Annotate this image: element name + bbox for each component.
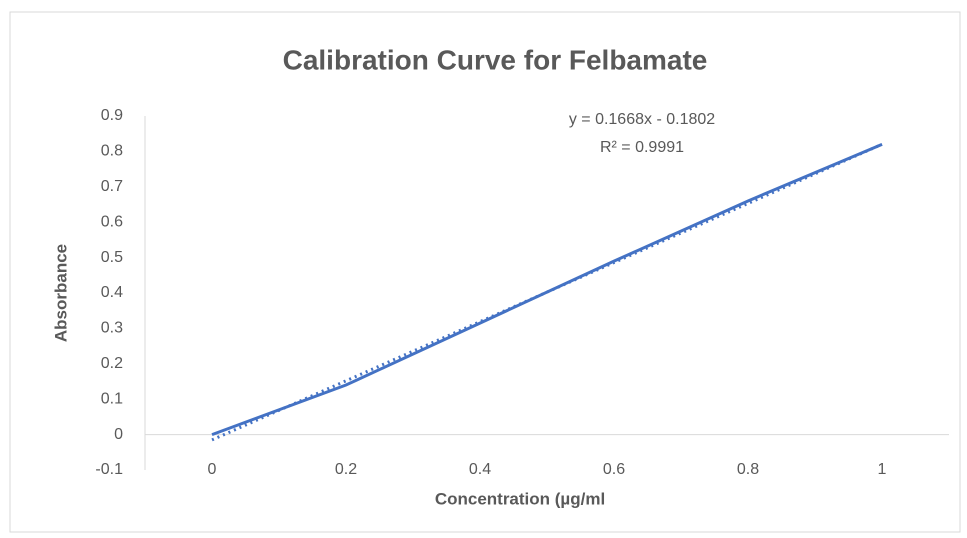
trend-equation: y = 0.1668x - 0.1802 [569, 111, 715, 128]
y-tick-label: -0.1 [95, 461, 123, 478]
data-line [211, 142, 883, 437]
chart-frame [9, 11, 961, 533]
y-tick-label: 0.2 [101, 355, 123, 372]
x-axis-title: Concentration (µg/ml [435, 489, 605, 508]
x-tick-label: 0.6 [603, 461, 625, 478]
y-tick-label: 0 [114, 426, 123, 443]
y-tick-label: 0.9 [101, 107, 123, 124]
y-tick-label: 0.4 [101, 284, 123, 301]
x-tick-label: 0.8 [737, 461, 759, 478]
x-tick-label: 0 [208, 461, 217, 478]
r-squared: R² = 0.9991 [600, 139, 684, 156]
y-tick-label: 0.6 [101, 213, 123, 230]
y-tick-label: 0.3 [101, 320, 123, 337]
y-tick-label: 0.1 [101, 390, 123, 407]
y-axis-title: Absorbance [51, 244, 70, 342]
x-tick-label: 1 [878, 461, 887, 478]
y-tick-label: 0.7 [101, 178, 123, 195]
y-tick-label: 0.8 [101, 143, 123, 160]
x-tick-label: 0.2 [335, 461, 357, 478]
chart-title: Calibration Curve for Felbamate [283, 44, 708, 75]
y-tick-label: 0.5 [101, 249, 123, 266]
x-tick-label: 0.4 [469, 461, 491, 478]
